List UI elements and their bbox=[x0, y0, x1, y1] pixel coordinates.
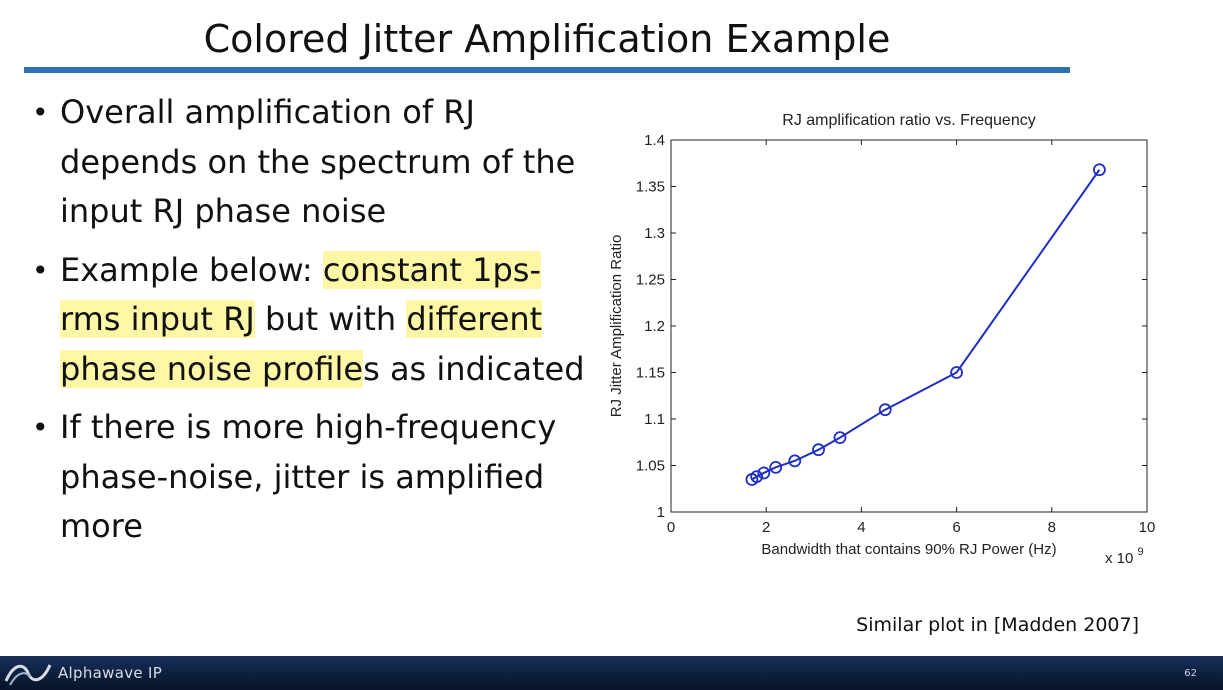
data-point-marker bbox=[812, 443, 825, 457]
x-multiplier-base: x 10 bbox=[1105, 550, 1133, 567]
bullet-dot-icon: • bbox=[32, 96, 49, 129]
data-point-marker bbox=[757, 466, 771, 480]
bullet-text: s as indicated bbox=[363, 349, 585, 388]
y-tick-label: 1.1 bbox=[644, 411, 665, 428]
source-caption: Similar plot in [Madden 2007] bbox=[856, 614, 1139, 636]
bullet-text: Example below: bbox=[60, 250, 323, 289]
y-tick-label: 1.25 bbox=[636, 272, 665, 289]
series-line bbox=[751, 169, 1101, 481]
y-tick-label: 1.05 bbox=[636, 458, 665, 475]
rj-amplification-chart: RJ amplification ratio vs. Frequency 0 2 4… bbox=[608, 112, 1156, 567]
footer-brand: Alphawave IP bbox=[58, 664, 163, 682]
x-axis-label: Bandwidth that contains 90% RJ Power (Hz… bbox=[761, 541, 1056, 558]
plot-area-frame bbox=[670, 139, 1148, 513]
bullet-item: • Example below: constant 1ps-rms input R… bbox=[30, 246, 590, 395]
data-point-marker bbox=[769, 460, 783, 474]
bullet-dot-icon: • bbox=[32, 253, 49, 287]
x-multiplier-exponent: 9 bbox=[1138, 546, 1144, 558]
bullet-text: If there is more high-frequency phase-no… bbox=[60, 408, 557, 545]
data-point-marker bbox=[950, 366, 964, 379]
bullet-text: Overall amplification of RJ depends on t… bbox=[60, 93, 576, 230]
bullet-item: • If there is more high-frequency phase-n… bbox=[30, 403, 590, 552]
bullet-item: • Overall amplification of RJ depends on … bbox=[30, 88, 590, 237]
series-layer bbox=[745, 163, 1106, 486]
data-point-marker bbox=[750, 470, 764, 484]
x-tick-label: 0 bbox=[667, 519, 675, 536]
x-tick-label: 8 bbox=[1048, 519, 1056, 536]
data-point-marker bbox=[788, 454, 802, 468]
y-tick-label: 1.4 bbox=[644, 132, 665, 149]
title-divider bbox=[24, 67, 1070, 73]
footer-logo: Alphawave IP bbox=[4, 659, 162, 687]
x-tick-label: 4 bbox=[857, 519, 865, 536]
data-point-marker bbox=[878, 403, 892, 417]
data-point-marker bbox=[1092, 163, 1106, 177]
axis-ticks: 0 2 4 6 8 10 1 1.05 1.1 1.15 1.2 1.25 1.3 1.35 1.4 bbox=[636, 132, 1156, 536]
slide-title: Colored Jitter Amplification Example bbox=[203, 17, 891, 61]
y-axis-label: RJ Jitter Amplification Ratio bbox=[608, 235, 625, 418]
x-tick-label: 6 bbox=[952, 519, 960, 536]
y-tick-label: 1 bbox=[657, 504, 665, 521]
data-point-marker bbox=[833, 431, 847, 445]
x-tick-label: 2 bbox=[762, 519, 770, 536]
footer-bar: Alphawave IP 62 bbox=[0, 656, 1223, 690]
alphawave-logo-icon bbox=[4, 664, 52, 686]
x-multiplier-label: x 10 9 bbox=[1105, 546, 1144, 567]
y-tick-label: 1.35 bbox=[636, 179, 665, 196]
y-tick-label: 1.15 bbox=[636, 365, 665, 382]
bullet-text: but with bbox=[254, 300, 407, 338]
y-tick-label: 1.2 bbox=[644, 318, 665, 335]
page-number: 62 bbox=[1184, 668, 1197, 679]
chart-title: RJ amplification ratio vs. Frequency bbox=[782, 112, 1035, 129]
x-tick-label: 10 bbox=[1139, 519, 1156, 536]
y-tick-label: 1.3 bbox=[644, 225, 665, 242]
bullet-list: • Overall amplification of RJ depends on … bbox=[30, 88, 590, 561]
bullet-dot-icon: • bbox=[32, 411, 49, 444]
